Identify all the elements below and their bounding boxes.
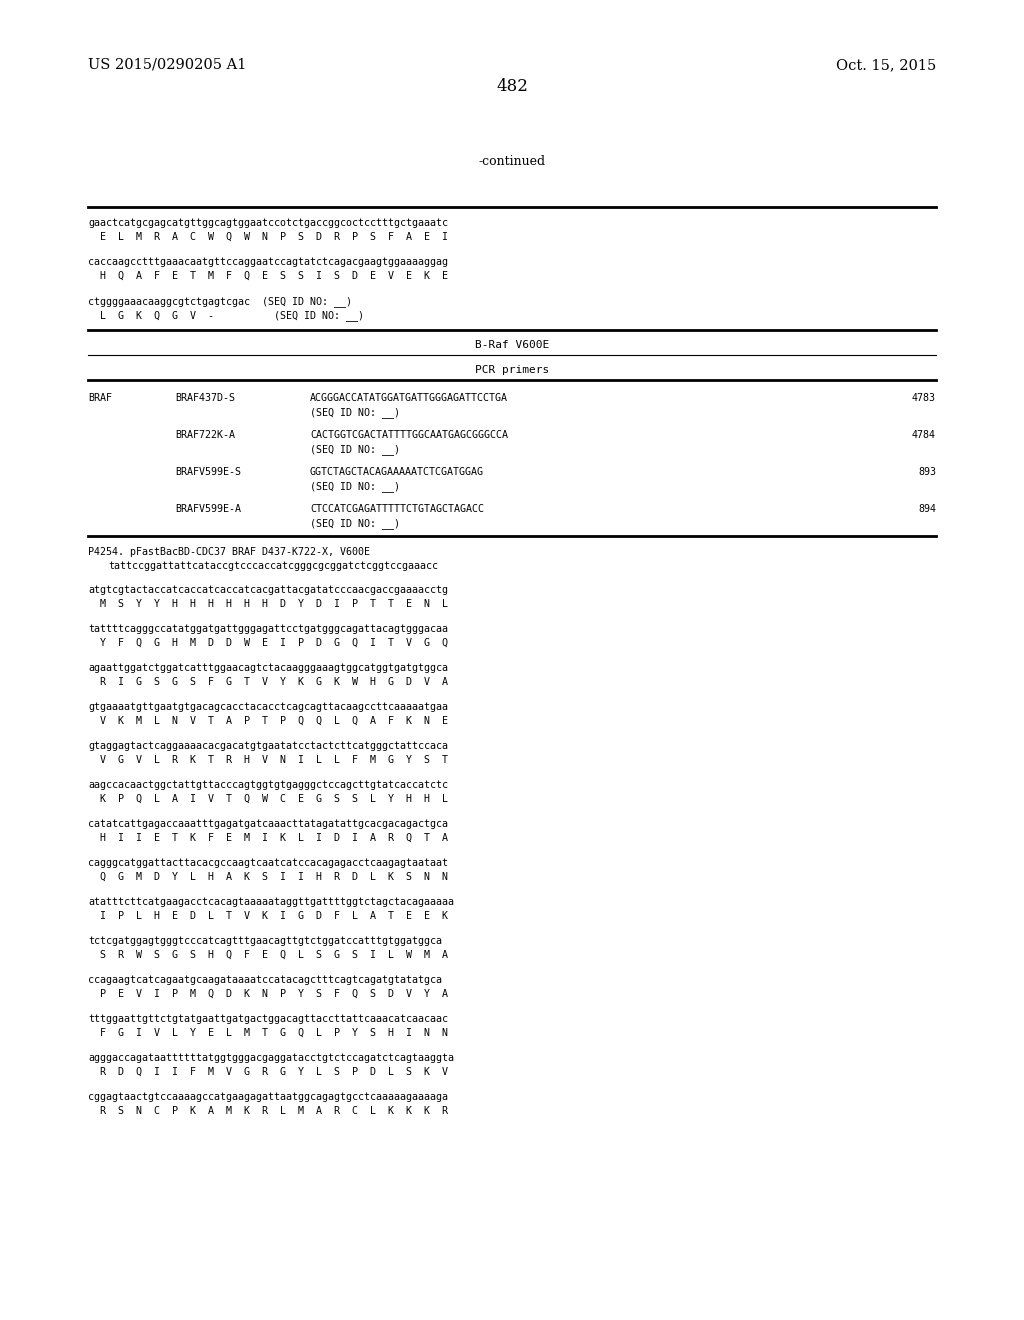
Text: P4254. pFastBacBD-CDC37 BRAF D437-K722-X, V600E: P4254. pFastBacBD-CDC37 BRAF D437-K722-X…: [88, 546, 370, 557]
Text: R  I  G  S  G  S  F  G  T  V  Y  K  G  K  W  H  G  D  V  A: R I G S G S F G T V Y K G K W H G D V A: [100, 677, 449, 686]
Text: atatttcttcatgaagacctcacagtaaaaataggttgattttggtctagctacagaaaaa: atatttcttcatgaagacctcacagtaaaaataggttgat…: [88, 898, 454, 907]
Text: BRAF722K-A: BRAF722K-A: [175, 430, 234, 440]
Text: aagccacaactggctattgttacccagtggtgtgagggctccagcttgtatcaccatctc: aagccacaactggctattgttacccagtggtgtgagggct…: [88, 780, 449, 789]
Text: -continued: -continued: [478, 154, 546, 168]
Text: S  R  W  S  G  S  H  Q  F  E  Q  L  S  G  S  I  L  W  M  A: S R W S G S H Q F E Q L S G S I L W M A: [100, 950, 449, 960]
Text: Y  F  Q  G  H  M  D  D  W  E  I  P  D  G  Q  I  T  V  G  Q: Y F Q G H M D D W E I P D G Q I T V G Q: [100, 638, 449, 648]
Text: (SEQ ID NO: __): (SEQ ID NO: __): [310, 480, 400, 492]
Text: cagggcatggattacttacacgccaagtcaatcatccacagagacctcaagagtaataat: cagggcatggattacttacacgccaagtcaatcatccaca…: [88, 858, 449, 869]
Text: CTCCATCGAGATTTTTCTGTAGCTAGACC: CTCCATCGAGATTTTTCTGTAGCTAGACC: [310, 504, 484, 513]
Text: V  G  V  L  R  K  T  R  H  V  N  I  L  L  F  M  G  Y  S  T: V G V L R K T R H V N I L L F M G Y S T: [100, 755, 449, 766]
Text: 894: 894: [918, 504, 936, 513]
Text: R  D  Q  I  I  F  M  V  G  R  G  Y  L  S  P  D  L  S  K  V: R D Q I I F M V G R G Y L S P D L S K V: [100, 1067, 449, 1077]
Text: Oct. 15, 2015: Oct. 15, 2015: [836, 58, 936, 73]
Text: tattttcagggccatatggatgattgggagattcctgatgggcagattacagtgggacaa: tattttcagggccatatggatgattgggagattcctgatg…: [88, 624, 449, 634]
Text: 4784: 4784: [912, 430, 936, 440]
Text: GGTCTAGCTACAGAAAAATCTCGATGGAG: GGTCTAGCTACAGAAAAATCTCGATGGAG: [310, 467, 484, 477]
Text: Q  G  M  D  Y  L  H  A  K  S  I  I  H  R  D  L  K  S  N  N: Q G M D Y L H A K S I I H R D L K S N N: [100, 873, 449, 882]
Text: caccaagcctttgaaacaatgttccaggaatccagtatctcagacgaagtggaaaaggag: caccaagcctttgaaacaatgttccaggaatccagtatct…: [88, 257, 449, 267]
Text: ctggggaaacaaggcgtctgagtcgac  (SEQ ID NO: __): ctggggaaacaaggcgtctgagtcgac (SEQ ID NO: …: [88, 296, 352, 308]
Text: E  L  M  R  A  C  W  Q  W  N  P  S  D  R  P  S  F  A  E  I: E L M R A C W Q W N P S D R P S F A E I: [100, 232, 449, 242]
Text: H  Q  A  F  E  T  M  F  Q  E  S  S  I  S  D  E  V  E  K  E: H Q A F E T M F Q E S S I S D E V E K E: [100, 271, 449, 281]
Text: L  G  K  Q  G  V  -          (SEQ ID NO: __): L G K Q G V - (SEQ ID NO: __): [100, 310, 364, 321]
Text: 4783: 4783: [912, 393, 936, 403]
Text: tttggaattgttctgtatgaattgatgactggacagttaccttattcaaacatcaacaac: tttggaattgttctgtatgaattgatgactggacagttac…: [88, 1014, 449, 1024]
Text: (SEQ ID NO: __): (SEQ ID NO: __): [310, 517, 400, 529]
Text: atgtcgtactaccatcaccatcaccatcacgattacgatatcccaacgaccgaaaacctg: atgtcgtactaccatcaccatcaccatcacgattacgata…: [88, 585, 449, 595]
Text: BRAF: BRAF: [88, 393, 112, 403]
Text: ccagaagtcatcagaatgcaagataaaatccatacagctttcagtcagatgtatatgca: ccagaagtcatcagaatgcaagataaaatccatacagctt…: [88, 975, 442, 985]
Text: gtgaaaatgttgaatgtgacagcacctacacctcagcagttacaagccttcaaaaatgaa: gtgaaaatgttgaatgtgacagcacctacacctcagcagt…: [88, 702, 449, 711]
Text: (SEQ ID NO: __): (SEQ ID NO: __): [310, 444, 400, 455]
Text: H  I  I  E  T  K  F  E  M  I  K  L  I  D  I  A  R  Q  T  A: H I I E T K F E M I K L I D I A R Q T A: [100, 833, 449, 843]
Text: (SEQ ID NO: __): (SEQ ID NO: __): [310, 407, 400, 418]
Text: CACTGGTCGACTATTTTGGCAATGAGCGGGCCA: CACTGGTCGACTATTTTGGCAATGAGCGGGCCA: [310, 430, 508, 440]
Text: catatcattgagaccaaatttgagatgatcaaacttatagatattgcacgacagactgca: catatcattgagaccaaatttgagatgatcaaacttatag…: [88, 818, 449, 829]
Text: B-Raf V600E: B-Raf V600E: [475, 341, 549, 350]
Text: M  S  Y  Y  H  H  H  H  H  H  D  Y  D  I  P  T  T  E  N  L: M S Y Y H H H H H H D Y D I P T T E N L: [100, 599, 449, 609]
Text: gaactcatgcgagcatgttggcagtggaatccotctgaccggcoctcctttgctgaaatc: gaactcatgcgagcatgttggcagtggaatccotctgacc…: [88, 218, 449, 228]
Text: tctcgatggagtgggtcccatcagtttgaacagttgtctggatccatttgtggatggca: tctcgatggagtgggtcccatcagtttgaacagttgtctg…: [88, 936, 442, 946]
Text: BRAFV599E-A: BRAFV599E-A: [175, 504, 241, 513]
Text: tattccggattattcataccgtcccaccatcgggcgcggatctcggtccgaaacc: tattccggattattcataccgtcccaccatcgggcgcgga…: [108, 561, 438, 572]
Text: BRAF437D-S: BRAF437D-S: [175, 393, 234, 403]
Text: gtaggagtactcaggaaaacacgacatgtgaatatcctactcttcatgggctattccaca: gtaggagtactcaggaaaacacgacatgtgaatatcctac…: [88, 741, 449, 751]
Text: F  G  I  V  L  Y  E  L  M  T  G  Q  L  P  Y  S  H  I  N  N: F G I V L Y E L M T G Q L P Y S H I N N: [100, 1028, 449, 1038]
Text: BRAFV599E-S: BRAFV599E-S: [175, 467, 241, 477]
Text: ACGGGACCATATGGATGATTGGGAGATTCCTGA: ACGGGACCATATGGATGATTGGGAGATTCCTGA: [310, 393, 508, 403]
Text: 893: 893: [918, 467, 936, 477]
Text: PCR primers: PCR primers: [475, 366, 549, 375]
Text: P  E  V  I  P  M  Q  D  K  N  P  Y  S  F  Q  S  D  V  Y  A: P E V I P M Q D K N P Y S F Q S D V Y A: [100, 989, 449, 999]
Text: agaattggatctggatcatttggaacagtctacaagggaaagtggcatggtgatgtggca: agaattggatctggatcatttggaacagtctacaagggaa…: [88, 663, 449, 673]
Text: I  P  L  H  E  D  L  T  V  K  I  G  D  F  L  A  T  E  E  K: I P L H E D L T V K I G D F L A T E E K: [100, 911, 449, 921]
Text: 482: 482: [496, 78, 528, 95]
Text: US 2015/0290205 A1: US 2015/0290205 A1: [88, 58, 247, 73]
Text: K  P  Q  L  A  I  V  T  Q  W  C  E  G  S  S  L  Y  H  H  L: K P Q L A I V T Q W C E G S S L Y H H L: [100, 795, 449, 804]
Text: V  K  M  L  N  V  T  A  P  T  P  Q  Q  L  Q  A  F  K  N  E: V K M L N V T A P T P Q Q L Q A F K N E: [100, 715, 449, 726]
Text: cggagtaactgtccaaaagccatgaagagattaatggcagagtgcctcaaaaagaaaaga: cggagtaactgtccaaaagccatgaagagattaatggcag…: [88, 1092, 449, 1102]
Text: R  S  N  C  P  K  A  M  K  R  L  M  A  R  C  L  K  K  K  R: R S N C P K A M K R L M A R C L K K K R: [100, 1106, 449, 1115]
Text: agggaccagataattttttatggtgggacgaggatacctgtctccagatctcagtaaggta: agggaccagataattttttatggtgggacgaggatacctg…: [88, 1053, 454, 1063]
